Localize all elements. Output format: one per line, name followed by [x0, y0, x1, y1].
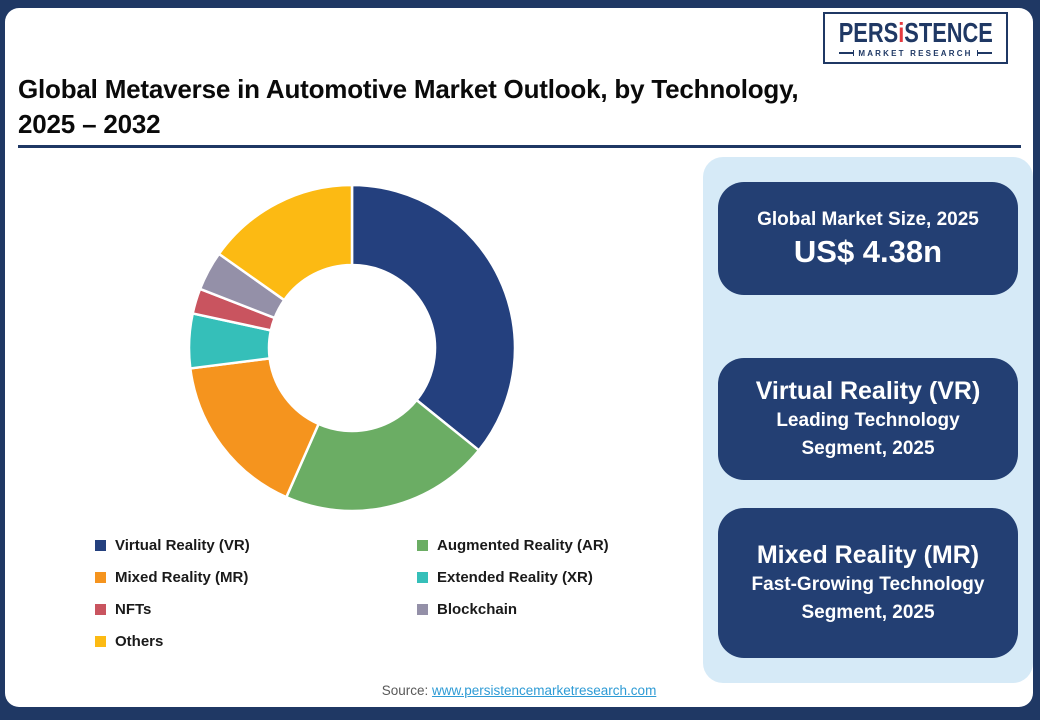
source-row: Source: www.persistencemarketresearch.co… — [5, 683, 1033, 698]
title-underline — [18, 145, 1021, 148]
legend-column-2: Augmented Reality (AR) Extended Reality (… — [417, 529, 609, 657]
legend-swatch-mixed-reality-mr — [95, 571, 106, 583]
legend-column-1: Virtual Reality (VR) Mixed Reality (MR) NF… — [95, 529, 417, 657]
leading-segment-sub-line2: Segment, 2025 — [801, 438, 935, 459]
legend-item-nfts: NFTs — [95, 593, 417, 625]
logo-text-accent: i — [897, 16, 904, 48]
logo-text-post: STENCE — [903, 16, 993, 48]
legend-item-mixed-reality-mr: Mixed Reality (MR) — [95, 561, 417, 593]
market-size-card-value: US$ 4.38n — [793, 233, 943, 269]
highlights-panel: Global Market Size, 2025 US$ 4.38n Virtu… — [703, 157, 1033, 683]
page-title: Global Metaverse in Automotive Market Ou… — [18, 72, 799, 142]
logo-wordmark: PERSiSTENCE — [838, 16, 993, 48]
page-title-line1: Global Metaverse in Automotive Market Ou… — [18, 74, 799, 104]
legend-item-others: Others — [95, 625, 417, 657]
legend-swatch-virtual-reality-vr — [95, 539, 106, 551]
fast-growing-segment-card-title: Mixed Reality (MR) — [756, 541, 980, 569]
market-size-card-title: Global Market Size, 2025 — [757, 208, 979, 230]
legend-label: Augmented Reality (AR) — [437, 536, 609, 554]
fast-growing-sub-line2: Segment, 2025 — [801, 602, 935, 623]
leading-segment-card: Virtual Reality (VR) Leading Technology S… — [718, 358, 1018, 480]
leading-segment-card-title: Virtual Reality (VR) — [755, 377, 981, 405]
donut-slice-virtual-reality-vr — [350, 183, 517, 452]
donut-slice-augmented-reality-ar — [285, 398, 481, 513]
leading-segment-sub-line1: Leading Technology — [776, 410, 960, 431]
legend-item-blockchain: Blockchain — [417, 593, 609, 625]
fast-growing-segment-card-subtitle: Fast-Growing Technology Segment, 2025 — [752, 571, 985, 627]
legend-swatch-others — [95, 635, 106, 647]
chart-legend: Virtual Reality (VR) Mixed Reality (MR) NF… — [95, 529, 609, 657]
pmr-logo: PERSiSTENCE MARKET RESEARCH — [823, 12, 1008, 64]
donut-slice-others — [217, 183, 354, 302]
logo-rule-left-icon — [839, 50, 855, 56]
legend-label: Blockchain — [437, 600, 518, 618]
legend-swatch-augmented-reality-ar — [417, 539, 428, 551]
legend-swatch-extended-reality-xr — [417, 571, 428, 583]
legend-swatch-blockchain — [417, 603, 428, 615]
logo-text-pre: PERS — [838, 16, 898, 48]
page-title-line2: 2025 – 2032 — [18, 109, 161, 139]
legend-item-virtual-reality-vr: Virtual Reality (VR) — [95, 529, 417, 561]
legend-label: Extended Reality (XR) — [437, 568, 593, 586]
fast-growing-sub-line1: Fast-Growing Technology — [751, 574, 985, 595]
fast-growing-segment-card: Mixed Reality (MR) Fast-Growing Technolo… — [718, 508, 1018, 658]
legend-swatch-nfts — [95, 603, 106, 615]
content-sheet: PERSiSTENCE MARKET RESEARCH Global Metav… — [5, 8, 1033, 707]
source-label: Source: — [381, 683, 429, 698]
legend-label: NFTs — [115, 600, 152, 618]
legend-item-extended-reality-xr: Extended Reality (XR) — [417, 561, 609, 593]
source-link[interactable]: www.persistencemarketresearch.com — [431, 683, 657, 698]
logo-rule-right-icon — [976, 50, 992, 56]
logo-tagline: MARKET RESEARCH — [839, 48, 992, 58]
legend-item-augmented-reality-ar: Augmented Reality (AR) — [417, 529, 609, 561]
leading-segment-card-subtitle: Leading Technology Segment, 2025 — [776, 407, 959, 463]
donut-chart — [187, 183, 517, 513]
logo-tagline-text: MARKET RESEARCH — [858, 48, 973, 58]
legend-label: Mixed Reality (MR) — [115, 568, 249, 586]
legend-label: Others — [115, 632, 164, 650]
market-size-card: Global Market Size, 2025 US$ 4.38n — [718, 182, 1018, 295]
legend-label: Virtual Reality (VR) — [115, 536, 250, 554]
